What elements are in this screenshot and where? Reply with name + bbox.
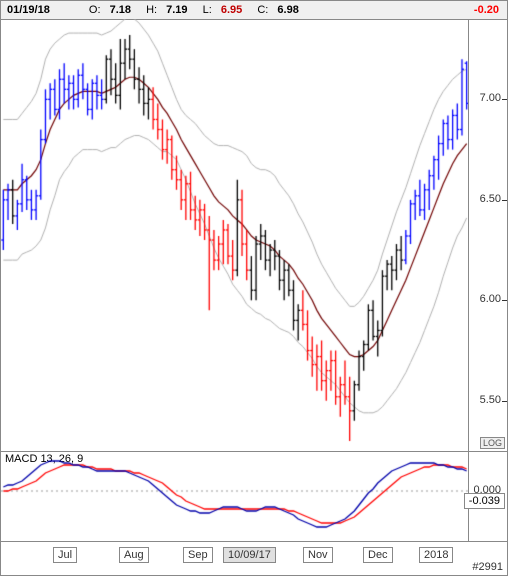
macd-zero-label: 0.000 — [473, 484, 501, 496]
price-ytick-label: 6.50 — [480, 193, 501, 205]
open-value: 7.18 — [104, 4, 131, 16]
header-bar: 01/19/18 O: 7.18 H: 7.19 L: 6.95 C: 6.98… — [1, 1, 507, 20]
high-label: H: — [140, 4, 157, 16]
close-value: 6.98 — [271, 4, 298, 16]
change-value: -0.20 — [468, 1, 507, 19]
macd-y-axis: -0.039 0.000 — [468, 451, 507, 542]
xaxis-label[interactable]: Aug — [119, 547, 149, 563]
price-ytick-label: 6.00 — [480, 293, 501, 305]
price-y-axis: LOG 5.50 6.00 6.50 7.00 — [468, 19, 507, 452]
xaxis-label[interactable]: Nov — [303, 547, 333, 563]
price-ytick-label: 5.50 — [480, 394, 501, 406]
xaxis-label[interactable]: 2018 — [419, 547, 453, 563]
low-value: 6.95 — [215, 4, 242, 16]
xaxis-label[interactable]: 10/09/17 — [223, 547, 276, 563]
x-axis: #2991 Jul Aug Sep 10/09/17 Nov Dec 2018 — [1, 541, 507, 575]
log-scale-badge[interactable]: LOG — [480, 437, 505, 449]
close-label: C: — [251, 4, 268, 16]
low-label: L: — [197, 4, 212, 16]
macd-chart[interactable] — [1, 451, 469, 542]
header-date: 01/19/18 — [1, 4, 50, 16]
price-chart[interactable] — [1, 19, 469, 452]
footer-id: #2991 — [472, 561, 503, 573]
high-value: 7.19 — [160, 4, 187, 16]
xaxis-label[interactable]: Sep — [183, 547, 213, 563]
open-label: O: — [83, 4, 101, 16]
xaxis-label[interactable]: Jul — [53, 547, 77, 563]
xaxis-label[interactable]: Dec — [363, 547, 393, 563]
price-ytick-label: 7.00 — [480, 92, 501, 104]
chart-container: 01/19/18 O: 7.18 H: 7.19 L: 6.95 C: 6.98… — [0, 0, 508, 576]
